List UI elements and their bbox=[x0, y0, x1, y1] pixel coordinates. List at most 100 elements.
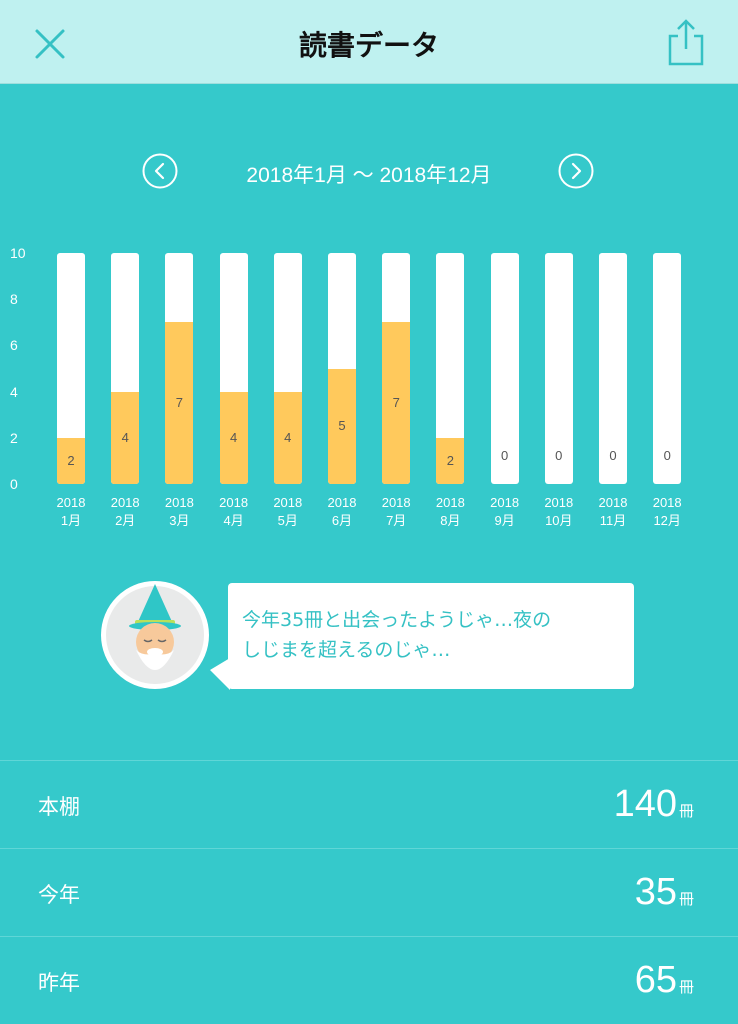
bar-value-label: 4 bbox=[229, 429, 238, 445]
bar-value-label: 2 bbox=[446, 452, 454, 468]
bar-track: 4 bbox=[273, 253, 302, 484]
bar bbox=[328, 368, 356, 484]
stat-number: 35 bbox=[634, 871, 677, 913]
x-tick-label: 2018 3月 bbox=[154, 494, 204, 530]
bar-value-label: 7 bbox=[392, 395, 400, 411]
x-tick-year: 2018 bbox=[435, 495, 465, 510]
x-tick-label: 2018 11月 bbox=[588, 494, 638, 530]
x-tick-year: 2018 bbox=[381, 495, 411, 510]
stat-row-bookshelf: 本棚 140 冊 bbox=[0, 760, 738, 848]
bar-value-label: 4 bbox=[121, 429, 129, 445]
x-tick-month: 7月 bbox=[386, 513, 407, 528]
bar-value-label: 4 bbox=[284, 429, 292, 445]
stat-label: 昨年 bbox=[38, 971, 80, 995]
stat-number: 140 bbox=[613, 783, 677, 825]
bar-track: 0 bbox=[599, 253, 627, 484]
share-icon bbox=[668, 19, 704, 66]
page-title: 読書データ bbox=[298, 29, 439, 62]
x-tick-label: 2018 1月 bbox=[46, 494, 96, 530]
stat-row-this-year: 今年 35 冊 bbox=[0, 848, 738, 936]
x-tick-month: 5月 bbox=[277, 513, 298, 528]
stat-value: 140 冊 bbox=[614, 783, 694, 826]
y-tick-label: 0 bbox=[10, 476, 18, 492]
x-tick-label: 2018 12月 bbox=[642, 494, 692, 530]
y-tick-label: 2 bbox=[10, 429, 18, 446]
x-tick-label: 2018 4月 bbox=[209, 494, 259, 530]
bar-track: 2 bbox=[436, 253, 465, 484]
share-button[interactable] bbox=[664, 16, 708, 68]
chevron-right-icon bbox=[558, 153, 594, 189]
date-range-selector: 2018年1月 〜 2018年12月 bbox=[0, 150, 738, 196]
header-bar: 読書データ bbox=[0, 0, 738, 84]
bar-track: 7 bbox=[382, 253, 411, 484]
x-tick-month: 11月 bbox=[599, 513, 627, 528]
speech-bubble: 今年35冊と出会ったようじゃ…夜の しじまを超えるのじゃ… bbox=[228, 583, 634, 689]
message-line-2: しじまを超えるのじゃ… bbox=[242, 639, 451, 661]
x-tick-month: 2月 bbox=[115, 513, 136, 528]
stat-unit: 冊 bbox=[678, 891, 694, 908]
stat-value: 35 冊 bbox=[635, 871, 694, 914]
y-tick-label: 4 bbox=[10, 383, 18, 400]
bar bbox=[165, 322, 194, 484]
bar-track: 0 bbox=[490, 253, 519, 484]
x-tick-year: 2018 bbox=[327, 495, 357, 510]
bar-value-label: 5 bbox=[338, 418, 346, 434]
x-tick-month: 12月 bbox=[653, 513, 681, 528]
x-tick-month: 4月 bbox=[223, 513, 244, 528]
bar bbox=[219, 391, 248, 484]
bar bbox=[382, 322, 411, 484]
bar-track: 0 bbox=[653, 253, 682, 484]
x-tick-month: 9月 bbox=[494, 513, 515, 528]
bar bbox=[436, 437, 465, 484]
bar bbox=[273, 391, 302, 484]
previous-range-button[interactable] bbox=[142, 153, 178, 189]
y-tick-label: 10 bbox=[10, 245, 26, 261]
wizard-avatar-icon bbox=[101, 581, 209, 689]
x-tick-year: 2018 bbox=[652, 495, 682, 510]
stat-row-last-year: 昨年 65 冊 bbox=[0, 936, 738, 1024]
bar-value-label: 0 bbox=[663, 448, 671, 463]
stat-number: 65 bbox=[634, 959, 677, 1001]
x-tick-label: 2018 6月 bbox=[317, 494, 367, 530]
monthly-reading-chart: 10 8 6 4 2 0 2 2018 1月 4 2018 2月 7 2018 3月 4 2018 4月 4 2018… bbox=[0, 238, 738, 538]
bar-value-label: 0 bbox=[555, 448, 563, 463]
stat-unit: 冊 bbox=[678, 803, 694, 820]
bar-track: 4 bbox=[111, 253, 140, 484]
stat-label: 本棚 bbox=[38, 795, 80, 819]
x-tick-label: 2018 7月 bbox=[371, 494, 421, 530]
stats-list: 本棚 140 冊 今年 35 冊 昨年 65 冊 bbox=[0, 760, 738, 1024]
bar-value-label: 2 bbox=[67, 452, 75, 468]
x-tick-month: 1月 bbox=[60, 513, 82, 528]
bar bbox=[57, 437, 85, 484]
x-tick-month: 3月 bbox=[169, 513, 190, 528]
message-line-1: 今年35冊と出会ったようじゃ…夜の bbox=[242, 609, 552, 631]
x-tick-month: 10月 bbox=[545, 513, 573, 528]
x-tick-year: 2018 bbox=[164, 495, 194, 510]
bar-track: 5 bbox=[328, 253, 356, 484]
x-tick-year: 2018 bbox=[273, 495, 303, 510]
x-tick-label: 2018 10月 bbox=[534, 494, 584, 530]
bar-track: 7 bbox=[165, 253, 194, 484]
date-range-text: 2018年1月 〜 2018年12月 bbox=[246, 164, 492, 187]
x-tick-year: 2018 bbox=[110, 495, 140, 510]
bar-value-label: 0 bbox=[609, 448, 617, 463]
wizard-avatar bbox=[100, 580, 210, 690]
x-tick-year: 2018 bbox=[544, 495, 574, 510]
bar-track: 2 bbox=[57, 253, 85, 484]
close-icon bbox=[35, 29, 65, 59]
x-tick-year: 2018 bbox=[490, 495, 520, 510]
close-button[interactable] bbox=[28, 22, 72, 66]
bar-value-label: 0 bbox=[500, 448, 509, 463]
x-tick-month: 8月 bbox=[440, 513, 461, 528]
stat-value: 65 冊 bbox=[635, 959, 694, 1002]
x-tick-label: 2018 8月 bbox=[425, 494, 475, 530]
y-tick-label: 8 bbox=[10, 291, 18, 308]
x-tick-year: 2018 bbox=[598, 495, 628, 510]
x-tick-year: 2018 bbox=[56, 495, 86, 510]
bar bbox=[111, 391, 140, 484]
bar-track: 4 bbox=[219, 253, 248, 484]
speech-bubble-tail bbox=[210, 658, 230, 690]
stat-label: 今年 bbox=[38, 883, 80, 907]
next-range-button[interactable] bbox=[558, 153, 594, 189]
x-tick-label: 2018 2月 bbox=[100, 494, 150, 530]
